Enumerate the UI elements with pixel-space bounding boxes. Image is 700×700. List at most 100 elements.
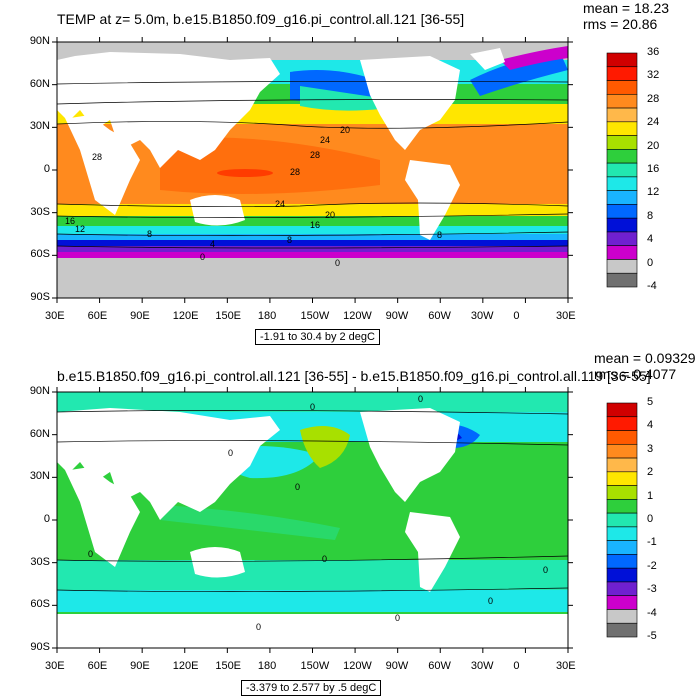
colorbar-label: 2 [647, 466, 654, 479]
bottom-contour-label: 0 [395, 613, 400, 623]
colorbar-label: 32 [647, 69, 660, 82]
y-tick-label: 60N [29, 427, 50, 440]
x-tick-label: 90W [385, 310, 409, 322]
x-tick-label: 60W [428, 660, 451, 672]
top-contour-line [57, 213, 568, 218]
bottom-contour-label: 0 [228, 448, 233, 458]
top-contour-label: 4 [210, 239, 215, 249]
x-tick-label: 0 [513, 310, 520, 322]
top-map-svg: 28 24 20 28 28 24 20 16 16 12 8 8 8 4 0 … [52, 37, 638, 303]
x-tick-label: 90W [385, 660, 409, 672]
top-contour-label: 28 [290, 167, 300, 177]
colorbar-label: 20 [647, 139, 660, 152]
top-range-note: -1.91 to 30.4 by 2 degC [255, 329, 380, 345]
y-tick-label: 30N [29, 120, 50, 133]
top-natl-cold [470, 52, 568, 96]
top-contour-label: 0 [200, 252, 205, 262]
colorbar-swatch [606, 135, 638, 150]
colorbar-swatch [606, 52, 638, 68]
colorbar-swatch [606, 485, 638, 500]
colorbar-swatch [606, 402, 638, 418]
colorbar-swatch [606, 540, 638, 555]
top-contour-label: 8 [287, 235, 292, 245]
bottom-axis-ticks [52, 387, 573, 653]
bottom-contour-label: 0 [322, 554, 327, 564]
y-tick-label: 30N [29, 470, 50, 483]
x-tick-label: 30E [45, 660, 65, 672]
x-tick-label: 120E [172, 660, 199, 672]
colorbar-swatch [606, 457, 638, 473]
bottom-land-antarctica [57, 614, 568, 648]
colorbar-swatch [606, 231, 638, 247]
x-tick-label: 150E [215, 310, 242, 322]
colorbar-swatch [606, 416, 638, 431]
x-tick-label: 30W [470, 310, 494, 322]
x-tick-label: 120W [343, 310, 372, 322]
colorbar-label: 36 [647, 46, 660, 58]
top-land-antarctica [57, 262, 568, 298]
top-contour-label: 12 [75, 224, 85, 234]
bottom-rms-stat: rms = 0.4077 [594, 366, 677, 382]
y-tick-label: 0 [43, 513, 50, 525]
top-contour-line [57, 231, 568, 236]
colorbar-swatch [606, 204, 638, 219]
top-mean-stat: mean = 18.23 [583, 0, 670, 16]
bottom-contour-label: 0 [488, 596, 493, 606]
top-contour-label: 24 [275, 199, 285, 209]
bottom-land-australia [190, 547, 245, 578]
x-tick-label: 60W [428, 310, 451, 322]
top-contour-label: 8 [437, 230, 442, 240]
x-tick-label: 120W [343, 660, 372, 672]
top-contour-line [57, 80, 568, 85]
bottom-arctic-band [57, 392, 568, 412]
colorbar-label: -1 [647, 536, 657, 549]
colorbar-label: 4 [647, 419, 654, 432]
bottom-npac-warm [300, 426, 350, 468]
top-band-polar-front [57, 246, 568, 252]
top-land-australia [190, 195, 245, 226]
y-tick-label: 30S [30, 205, 50, 218]
top-land-south-america [405, 160, 460, 240]
bottom-contour-line [57, 555, 568, 562]
top-band-antarctic [57, 252, 568, 258]
colorbar-swatch [606, 499, 638, 514]
top-contour-label: 28 [92, 152, 102, 162]
bottom-south-band [57, 560, 568, 590]
colorbar-label: -3 [647, 583, 657, 596]
top-contour-label: 28 [310, 150, 320, 160]
bottom-contour-label: 0 [256, 622, 261, 632]
top-colorbar [606, 52, 638, 288]
colorbar-label: 28 [647, 92, 660, 105]
top-contour-line [57, 121, 568, 129]
colorbar-swatch [606, 430, 638, 445]
colorbar-label: 4 [647, 233, 654, 246]
x-tick-label: 30E [45, 310, 65, 322]
colorbar-swatch [606, 107, 638, 123]
bottom-land-africa [57, 462, 140, 567]
y-tick-label: 90S [30, 641, 50, 653]
x-tick-label: 60E [87, 310, 108, 322]
colorbar-label: 0 [647, 513, 654, 525]
x-tick-label: 150W [300, 660, 330, 672]
colorbar-swatch [606, 176, 638, 191]
colorbar-label: 5 [647, 396, 654, 408]
bottom-contour-labels: 0 0 0 0 0 0 0 0 0 0 [88, 394, 548, 632]
x-tick-label: 90E [130, 660, 150, 672]
bottom-range-note: -3.379 to 2.577 by .5 degC [241, 680, 382, 696]
y-tick-label: 0 [43, 163, 50, 175]
x-tick-label: 150W [300, 310, 330, 322]
colorbar-label: 8 [647, 209, 654, 222]
colorbar-swatch [606, 80, 638, 95]
colorbar-swatch [606, 526, 638, 541]
top-contour-label: 8 [147, 229, 152, 239]
top-band-cool-south [57, 226, 568, 234]
top-warm-region [160, 137, 380, 194]
colorbar-swatch [606, 93, 638, 109]
top-band-cold-south [57, 234, 568, 240]
colorbar-swatch [606, 217, 638, 233]
colorbar-swatch [606, 66, 638, 81]
colorbar-swatch [606, 443, 638, 459]
top-land-north-america [360, 56, 460, 150]
bottom-map-field [57, 392, 568, 648]
colorbar-swatch [606, 259, 638, 274]
